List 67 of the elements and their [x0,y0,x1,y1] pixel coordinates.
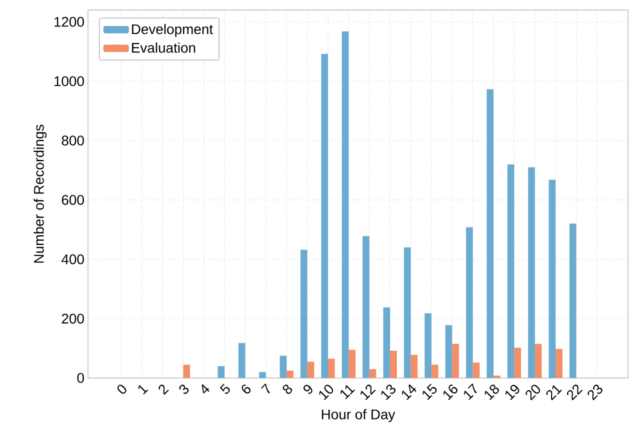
y-axis-title: Number of Recordings [34,124,47,263]
bar [369,369,376,378]
bar [286,370,294,378]
bar [466,227,473,378]
x-tick-label: 5 [220,384,230,394]
y-tick-label: 600 [62,194,84,205]
bar [383,307,390,378]
x-tick-label: 17 [464,383,477,400]
bar [548,180,556,378]
bar [390,350,397,378]
x-tick-label: 23 [588,384,602,400]
bar [342,31,349,378]
bar [321,54,328,378]
bar [280,356,287,378]
y-tick-label: 800 [62,136,84,146]
x-tick-label: 20 [526,384,540,400]
x-tick-label: 6 [242,384,251,394]
bar [238,342,246,378]
bar [507,164,514,378]
y-tick-label: 1200 [54,16,84,27]
x-tick-label: 16 [443,384,458,400]
x-axis-title: Hour of Day [322,409,396,422]
x-tick-label: 21 [546,385,562,400]
x-tick-label: 19 [505,384,520,400]
bar [431,364,438,378]
bar [410,354,418,378]
bar [528,167,535,378]
x-tick-label: 2 [158,384,169,395]
x-tick-label: 9 [303,384,312,394]
x-tick-label: 11 [340,385,355,400]
legend-label: Development [132,24,213,37]
bar [218,366,225,378]
x-tick-label: 0 [117,384,126,394]
y-tick-label: 1000 [54,76,84,86]
bar [452,344,459,378]
x-tick-label: 15 [422,384,437,400]
bar [183,364,190,378]
bar [534,344,542,378]
bar [300,250,308,378]
y-tick-label: 400 [62,254,84,264]
bar [424,313,432,378]
x-tick-label: 7 [260,383,270,394]
bar [486,89,494,378]
x-tick-label: 8 [282,384,292,394]
bar [348,350,356,378]
x-tick-label: 12 [360,384,376,400]
x-tick-label: 4 [202,384,210,394]
bar [307,362,314,378]
bar [569,224,576,378]
x-tick-label: 10 [319,384,334,400]
bar [472,362,480,378]
bar [259,372,266,378]
y-tick-label: 200 [62,314,84,324]
x-tick-label: 22 [567,384,583,400]
x-tick-label: 18 [484,384,499,400]
bar [328,358,335,378]
y-tick-label: 0 [77,373,84,383]
bar [404,247,411,378]
bar [362,236,370,378]
x-tick-label: 1 [138,385,148,394]
bar [514,348,522,378]
bar [445,325,452,378]
legend-label: Evaluation [132,42,196,53]
x-tick-label: 13 [381,384,396,400]
x-tick-label: 14 [402,384,416,400]
x-tick-label: 3 [179,384,189,394]
bar [556,348,562,378]
